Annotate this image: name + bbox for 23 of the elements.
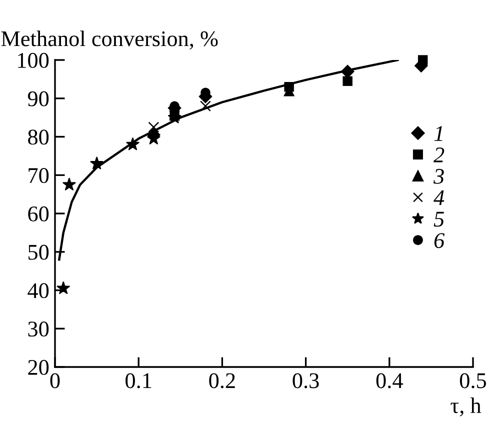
legend-label: 3: [434, 168, 444, 184]
x-tick-label: 0.4: [376, 373, 403, 388]
y-axis-title: Methanol conversion, %: [1, 30, 218, 50]
x-tick-label: 0.2: [209, 373, 235, 388]
y-tick-label: 80: [28, 130, 49, 145]
y-tick-label: 70: [28, 168, 49, 184]
legend-label: 5: [434, 212, 444, 227]
y-tick-label: 20: [28, 360, 49, 375]
y-tick-label: 90: [28, 91, 49, 106]
y-tick-label: 30: [28, 322, 49, 337]
legend-label: 6: [434, 233, 445, 248]
y-tick-label: 60: [28, 206, 49, 222]
legend-label: 1: [434, 126, 442, 141]
x-tick-label: 0.1: [126, 373, 152, 388]
x-axis-title: τ, h: [450, 398, 482, 416]
x-tick-label: 0.3: [292, 373, 319, 388]
y-tick-label: 100: [18, 52, 49, 68]
y-tick-label: 40: [28, 283, 49, 298]
x-tick-label: 0.5: [460, 373, 486, 388]
y-tick-label: 50: [28, 244, 49, 260]
legend-label: 4: [434, 190, 444, 206]
legend-label: 2: [434, 148, 444, 162]
x-tick-label: 0: [50, 373, 60, 388]
